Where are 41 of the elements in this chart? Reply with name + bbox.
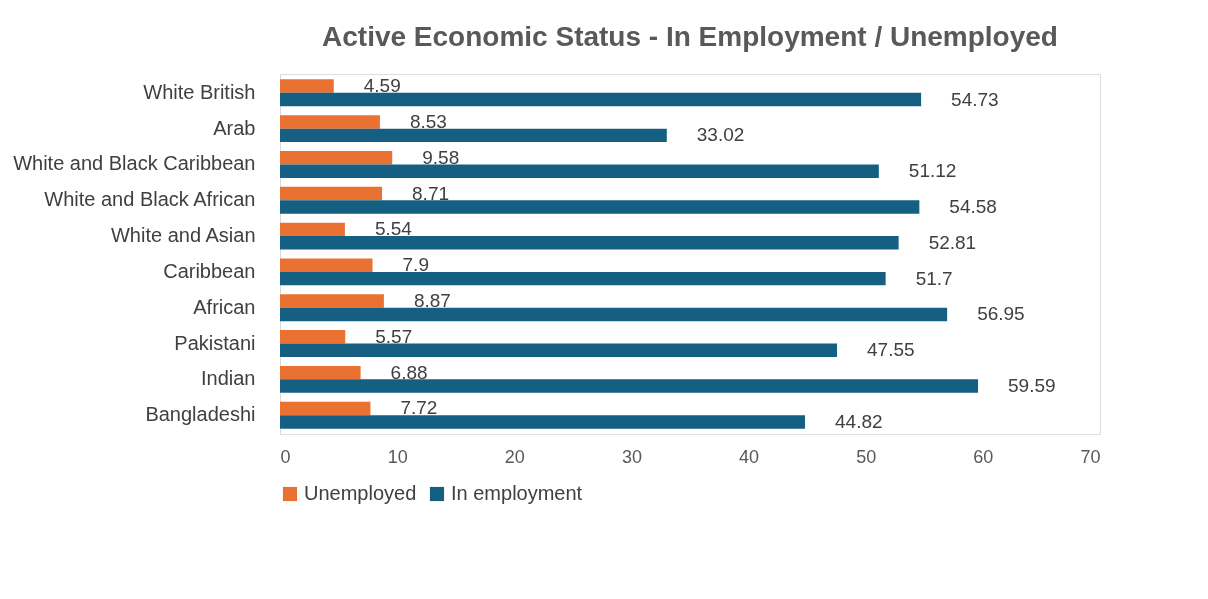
y-tick-label: White and Asian [110, 224, 256, 247]
y-tick-label: White British [143, 80, 256, 103]
data-label: 7.72 [400, 397, 438, 419]
data-label: 5.54 [374, 218, 413, 240]
data-label: 52.81 [928, 231, 977, 253]
x-tick-label: 50 [856, 446, 877, 467]
data-label: 9.58 [422, 146, 460, 168]
y-tick-label: White and Black Caribbean [13, 152, 256, 175]
data-label: 6.88 [390, 361, 428, 383]
data-label: 47.55 [867, 339, 915, 361]
y-tick-label: Indian [201, 367, 256, 390]
x-tick-label: 0 [280, 446, 291, 467]
legend-label: Unemployed [304, 482, 417, 504]
data-label: 4.59 [363, 75, 401, 97]
data-label: 33.02 [696, 124, 745, 146]
data-label: 59.59 [1008, 375, 1056, 397]
x-tick-label: 10 [387, 446, 408, 467]
data-label: 8.53 [409, 110, 447, 132]
x-tick-label: 60 [973, 446, 994, 467]
chart-title: Active Economic Status - In Employment / Unemployed [322, 21, 1058, 52]
data-label: 8.71 [412, 182, 450, 204]
data-label: 51.12 [908, 160, 957, 182]
data-label: 54.58 [949, 195, 997, 217]
data-label: 51.7 [915, 267, 953, 289]
data-label: 8.87 [413, 290, 451, 312]
y-tick-label: African [193, 295, 256, 318]
y-tick-label: Caribbean [163, 259, 256, 282]
y-tick-label: Pakistani [174, 331, 256, 354]
x-tick-label: 20 [504, 446, 525, 467]
data-label: 54.73 [951, 88, 999, 110]
x-tick-label: 30 [621, 446, 642, 467]
data-label: 5.57 [375, 325, 413, 347]
y-tick-label: White and Black African [44, 188, 256, 211]
y-tick-label: Arab [213, 116, 256, 139]
legend-label: In employment [451, 482, 583, 504]
data-label: 56.95 [977, 303, 1025, 325]
x-tick-label: 70 [1080, 446, 1101, 467]
data-label: 44.82 [835, 410, 883, 432]
data-label: 7.9 [402, 254, 429, 276]
y-tick-label: Bangladeshi [145, 403, 256, 426]
x-tick-label: 40 [739, 446, 760, 467]
